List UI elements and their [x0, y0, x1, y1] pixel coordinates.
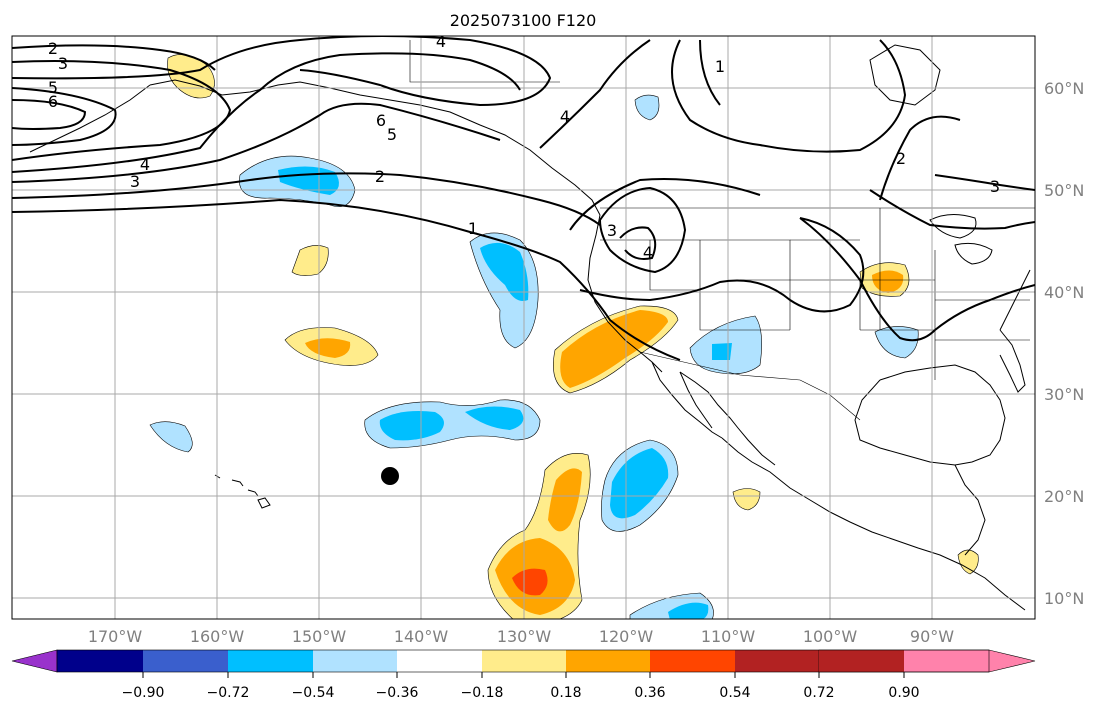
contour-label: 6: [48, 92, 58, 111]
colorbar-segment: [650, 650, 735, 672]
contour-label: 2: [896, 149, 906, 168]
lat-label: 50°N: [1044, 181, 1084, 200]
colorbar-segment: [482, 650, 566, 672]
lon-label: 110°W: [701, 627, 756, 646]
figure-title: 2025073100 F120: [450, 11, 597, 30]
lon-label: 140°W: [394, 627, 449, 646]
colorbar-segment: [313, 650, 397, 672]
lat-label: 10°N: [1044, 589, 1084, 608]
location-marker-dot: [381, 467, 399, 485]
colorbar: −0.90 −0.72 −0.54 −0.36 −0.18 0.18 0.36 …: [11, 649, 1036, 701]
shade-positive-core: [305, 338, 351, 358]
shade-positive: [732, 488, 761, 511]
colorbar-tick-label: −0.72: [207, 685, 250, 701]
contour-label: 3: [607, 221, 617, 240]
colorbar-frame: [56, 649, 990, 673]
shade-negative-core: [668, 602, 709, 619]
lon-label: 120°W: [599, 627, 654, 646]
shade-positive-core: [548, 468, 582, 532]
shade-positive-peak: [512, 568, 548, 596]
latitude-labels: 60°N 50°N 40°N 30°N 20°N 10°N: [1044, 79, 1084, 608]
colorbar-tick-label: −0.36: [376, 685, 419, 701]
colorbar-segment: [57, 650, 143, 672]
lon-label: 100°W: [803, 627, 858, 646]
colorbar-segment: [397, 650, 482, 672]
contour-label: 1: [715, 57, 725, 76]
contour-label: 3: [990, 177, 1000, 196]
colorbar-tick-label: 0.72: [803, 685, 834, 701]
colorbar-segment: [735, 650, 819, 672]
contour-label: 1: [468, 219, 478, 238]
contour-label: 2: [375, 167, 385, 186]
map-panel: 2 3 5 6 4 3 4 6 5 2 1 4 3 4 2 3 1: [12, 32, 1035, 619]
lon-label: 160°W: [190, 627, 245, 646]
shade-negative-core: [480, 242, 529, 301]
contour-label: 4: [643, 243, 653, 262]
longitude-labels: 170°W 160°W 150°W 140°W 130°W 120°W 110°…: [88, 627, 954, 646]
colorbar-segment: [566, 650, 650, 672]
lon-label: 150°W: [292, 627, 347, 646]
contour-label: 3: [58, 54, 68, 73]
colorbar-tick-label: 0.90: [888, 685, 919, 701]
lat-label: 20°N: [1044, 487, 1084, 506]
shade-negative: [149, 421, 193, 453]
shade-negative: [874, 326, 919, 359]
lon-label: 130°W: [497, 627, 552, 646]
coastlines: [29, 44, 1031, 611]
colorbar-segment: [228, 650, 313, 672]
lat-label: 60°N: [1044, 79, 1084, 98]
shade-negative-core: [712, 343, 732, 360]
shade-positive: [957, 549, 979, 575]
political-borders: [409, 40, 1035, 421]
colorbar-tick-label: −0.18: [461, 685, 504, 701]
contour-label: 5: [48, 78, 58, 97]
lat-label: 40°N: [1044, 283, 1084, 302]
contour-label: 4: [436, 32, 446, 51]
shade-negative: [634, 94, 660, 121]
lat-label: 30°N: [1044, 385, 1084, 404]
contour-label: 6: [376, 111, 386, 130]
contour-label: 2: [48, 39, 58, 58]
contour-labels: 2 3 5 6 4 3 4 6 5 2 1 4 3 4 2 3 1: [48, 32, 1000, 262]
shade-negative-core: [610, 448, 669, 519]
shade-negative-core: [379, 411, 444, 441]
contour-lines: [12, 36, 1035, 361]
lon-label: 170°W: [88, 627, 143, 646]
shade-negative-core: [465, 406, 524, 430]
contour-label: 3: [130, 172, 140, 191]
colorbar-tick-label: −0.54: [292, 685, 335, 701]
shading-layer: [149, 54, 979, 619]
map-frame: [11, 35, 1036, 620]
colorbar-tick-label: −0.90: [122, 685, 165, 701]
colorbar-segment-last: [819, 650, 904, 672]
graticule: [12, 36, 1035, 619]
contour-label: 4: [560, 107, 570, 126]
contour-label: 5: [387, 125, 397, 144]
colorbar-extend-low: [11, 649, 58, 673]
colorbar-segment: [143, 650, 228, 672]
lon-label: 90°W: [910, 627, 954, 646]
shade-positive-core: [560, 310, 668, 388]
colorbar-tick-label: 0.36: [634, 685, 665, 701]
colorbar-tick-label: 0.18: [550, 685, 581, 701]
colorbar-ticks: [142, 672, 905, 678]
colorbar-tick-label: 0.54: [719, 685, 750, 701]
contour-label: 4: [140, 155, 150, 174]
